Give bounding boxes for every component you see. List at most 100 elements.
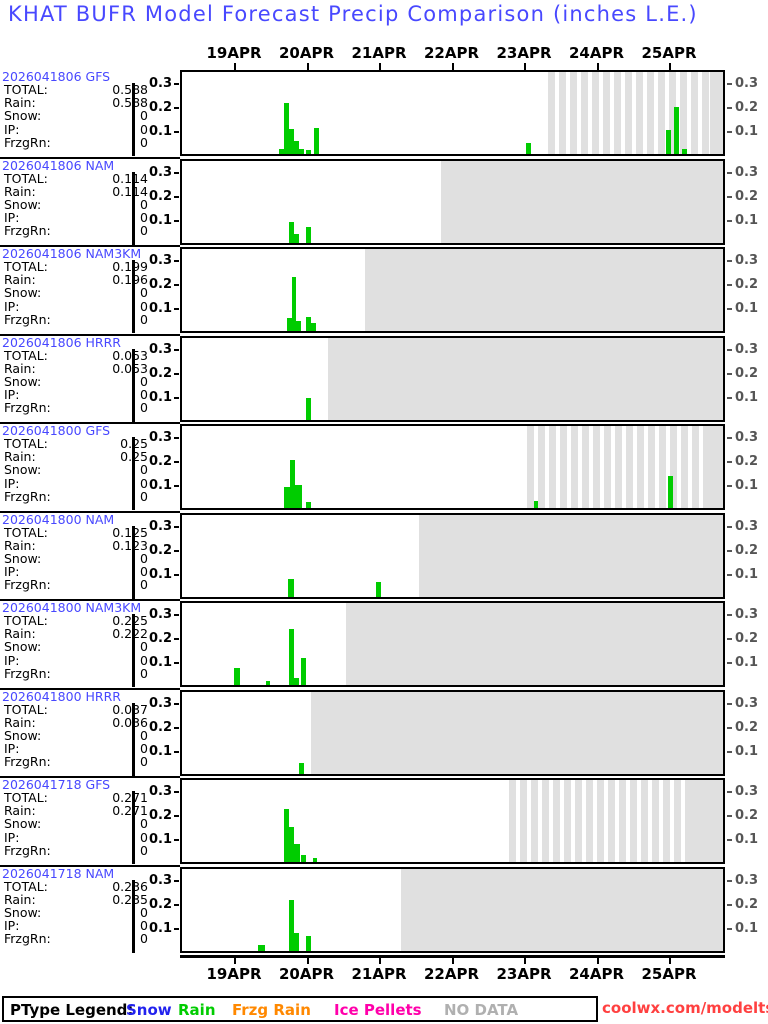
stat-label-frzgrn: FrzgRn: — [4, 842, 51, 858]
stat-row-frzgrn: FrzgRn: 0 — [2, 844, 148, 857]
plot-area-gfs-2026041800[interactable] — [180, 424, 725, 510]
model-run-label: 2026041800 HRRR — [2, 688, 121, 704]
y-tick-label-right-0.1: 0.1 — [735, 212, 759, 228]
stat-row-ip: IP: 0 — [2, 829, 148, 845]
date-label-19apr: 19APR — [206, 965, 262, 983]
y-tick-right-0.3 — [727, 348, 732, 351]
stat-label-total: TOTAL: — [4, 82, 48, 97]
precip-bar-rain — [306, 316, 312, 331]
brand-link[interactable]: coolwx.com/modelts — [602, 999, 768, 1017]
bottom-date-axis: 19APR 20APR 21APR 22APR 23APR 24APR 25APR — [0, 955, 768, 985]
y-tick-right-0.2 — [727, 372, 732, 375]
axis-tick-2 — [379, 957, 381, 964]
precip-bar-rain — [258, 945, 265, 951]
stat-value-frzgrn: 0 — [140, 842, 148, 858]
y-tick-label-right-0.2: 0.2 — [735, 454, 759, 470]
y-tick-right-0.1 — [727, 485, 732, 488]
stat-label-frzgrn: FrzgRn: — [4, 577, 51, 593]
stat-label-rain: Rain: — [4, 272, 36, 288]
stat-row-total: TOTAL: 0.125 — [2, 525, 148, 538]
panel-info: 2026041800 NAM TOTAL: 0.125 Rain: 0.123 Snow:… — [2, 513, 148, 592]
stat-label-total: TOTAL: — [4, 436, 48, 451]
y-tick-right-0.1 — [727, 308, 732, 311]
y-tick-right-0.3 — [727, 260, 732, 263]
stat-row-ip: IP: 0 — [2, 565, 148, 578]
stat-row-ip: IP: 0 — [2, 742, 148, 755]
y-tick-label-left-0.3: 0.3 — [148, 695, 172, 711]
legend-item-rain: Rain — [178, 1001, 216, 1019]
forecast-panel: 2026041718 NAM TOTAL: 0.236 Rain: 0.235 Snow:… — [0, 864, 768, 953]
stat-row-rain: Rain: 0.222 — [2, 627, 148, 640]
axis-tick-3 — [451, 957, 454, 964]
stat-label-snow: Snow: — [4, 816, 42, 832]
y-tick-right-0.1 — [727, 750, 732, 753]
y-tick-left-0.1 — [174, 573, 179, 576]
plot-area-nam-2026041718[interactable] — [180, 866, 725, 953]
date-label-23apr: 23APR — [496, 44, 552, 62]
stat-value-rain: 0.271 — [112, 803, 148, 819]
stat-value-ip: 0 — [140, 475, 148, 491]
y-tick-label-right-0.3: 0.3 — [735, 784, 759, 800]
y-tick-label-right-0.2: 0.2 — [735, 896, 759, 912]
info-divider — [132, 791, 135, 864]
y-tick-left-0.3 — [174, 702, 179, 705]
stat-label-frzgrn: FrzgRn: — [4, 400, 51, 416]
legend-item-ice-pellets: Ice Pellets — [334, 1001, 422, 1019]
y-tick-label-right-0.1: 0.1 — [735, 389, 759, 405]
stat-value-snow: 0 — [140, 196, 148, 212]
y-tick-right-0.2 — [727, 638, 732, 641]
stat-value-total: 0.225 — [112, 613, 148, 628]
y-tick-right-0.3 — [727, 525, 732, 528]
precip-bar-rain — [533, 500, 539, 508]
plot-area-gfs-2026041806[interactable] — [180, 70, 725, 156]
stat-row-snow: Snow: 0 — [2, 286, 148, 299]
stat-row-ip: IP: 0 — [2, 211, 148, 224]
model-run-label: 2026041718 GFS — [2, 777, 111, 792]
stat-value-rain: 0.196 — [112, 272, 148, 288]
stat-label-snow: Snow: — [4, 196, 42, 212]
info-divider — [132, 614, 135, 687]
date-label-25apr: 25APR — [641, 965, 697, 983]
stat-value-rain: 0.036 — [112, 714, 148, 730]
panel-info: 2026041806 NAM3KM TOTAL: 0.199 Rain: 0.196 Sn… — [2, 247, 148, 326]
plot-area-nam-2026041806[interactable] — [180, 158, 725, 245]
stat-value-ip: 0 — [140, 918, 148, 934]
plot-area-hrrr-2026041800[interactable] — [180, 689, 725, 776]
stat-value-frzgrn: 0 — [140, 400, 148, 416]
plot-area-nam3km-2026041800[interactable] — [180, 601, 725, 687]
stat-row-total: TOTAL: 0.271 — [2, 791, 148, 804]
precip-bar-rain — [293, 844, 301, 862]
stat-label-rain: Rain: — [4, 360, 36, 376]
y-tick-right-0.2 — [727, 195, 732, 198]
model-run-label: 2026041800 NAM3KM — [2, 600, 142, 615]
stat-label-total: TOTAL: — [4, 170, 48, 186]
info-divider — [132, 348, 135, 422]
stat-label-total: TOTAL: — [4, 701, 48, 717]
precip-bar-rain — [288, 628, 294, 685]
stat-label-rain: Rain: — [4, 537, 36, 553]
stat-value-ip: 0 — [140, 829, 148, 845]
plot-area-nam3km-2026041806[interactable] — [180, 247, 725, 333]
stat-label-snow: Snow: — [4, 108, 42, 124]
plot-area-hrrr-2026041806[interactable] — [180, 335, 725, 422]
stat-row-snow: Snow: 0 — [2, 906, 148, 919]
y-tick-left-0.1 — [174, 927, 179, 930]
stat-label-rain: Rain: — [4, 891, 36, 907]
plot-area-nam-2026041800[interactable] — [180, 512, 725, 599]
precip-bar-rain — [674, 107, 680, 154]
legend-item-frzg-rain: Frzg Rain — [232, 1001, 311, 1019]
y-tick-left-0.1 — [174, 485, 179, 488]
forecast-panel: 2026041806 NAM3KM TOTAL: 0.199 Rain: 0.196 Sn… — [0, 245, 768, 333]
axis-tick-5 — [596, 63, 599, 70]
y-tick-label-right-0.2: 0.2 — [735, 100, 759, 116]
y-tick-label-right-0.2: 0.2 — [735, 631, 759, 647]
stat-label-frzgrn: FrzgRn: — [4, 488, 51, 504]
model-run-label: 2026041806 NAM — [2, 157, 115, 173]
axis-tick-0 — [234, 63, 236, 70]
stat-row-snow: Snow: 0 — [2, 375, 148, 388]
plot-area-gfs-2026041718[interactable] — [180, 778, 725, 864]
y-tick-left-0.3 — [174, 525, 179, 528]
y-tick-right-0.3 — [727, 791, 732, 794]
y-tick-right-0.3 — [727, 437, 732, 440]
